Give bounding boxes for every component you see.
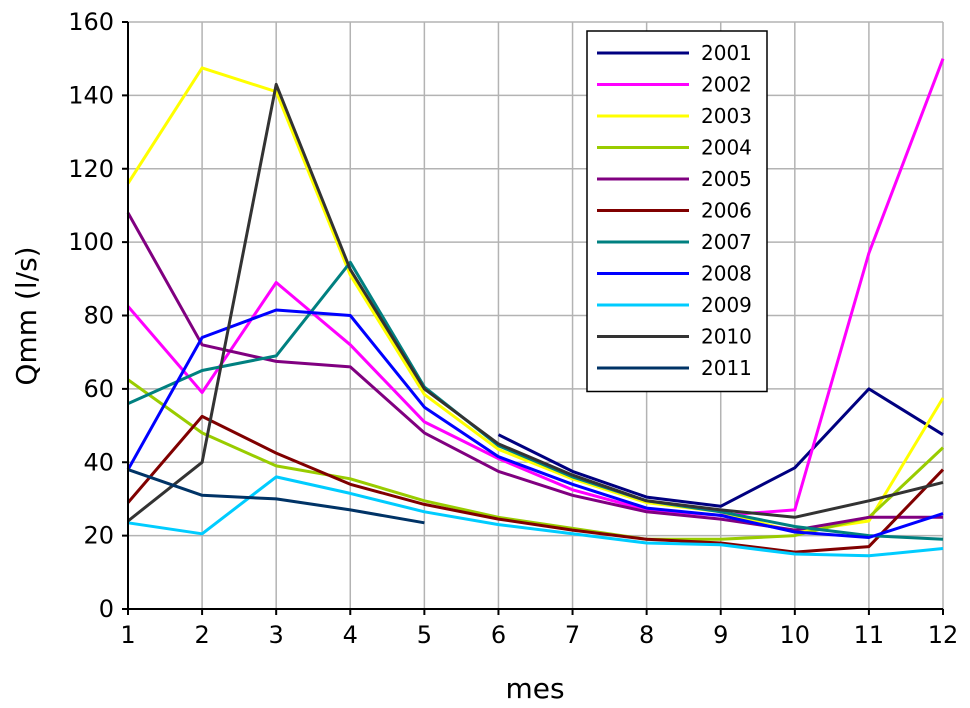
x-tick-label: 5 [417, 621, 432, 649]
x-tick-label: 11 [854, 621, 885, 649]
y-tick-label: 0 [99, 595, 114, 623]
series-line-2011 [127, 468, 425, 525]
x-tick-label: 10 [780, 621, 811, 649]
x-tick-label: 1 [120, 621, 135, 649]
axes [122, 21, 944, 615]
series-line-2008 [126, 308, 944, 539]
legend-label-2005: 2005 [701, 167, 752, 191]
x-tick-label: 6 [491, 621, 506, 649]
legend-label-2002: 2002 [701, 73, 752, 97]
legend-label-2003: 2003 [701, 104, 752, 128]
legend-label-2007: 2007 [701, 230, 752, 254]
y-tick-label: 100 [68, 228, 114, 256]
legend-label-2001: 2001 [701, 41, 752, 65]
series-line-2005 [126, 212, 943, 532]
series-line-2007 [127, 260, 944, 541]
x-tick-label: 7 [565, 621, 580, 649]
legend-label-2004: 2004 [701, 136, 752, 160]
series-line-2003 [126, 66, 945, 534]
x-tick-label: 4 [343, 621, 358, 649]
x-tick-label: 9 [713, 621, 728, 649]
y-tick-label: 80 [83, 302, 114, 330]
legend-label-2009: 2009 [701, 293, 752, 317]
x-axis-label: mes [505, 672, 564, 705]
x-tick-label: 3 [269, 621, 284, 649]
series-line-2009 [127, 475, 944, 558]
series-line-2006 [126, 414, 945, 554]
legend: 2001 2002 2003 2004 2005 2006 2007 2008 2009 2010… [586, 30, 768, 393]
series-lines [126, 58, 945, 558]
legend-label-2008: 2008 [701, 262, 752, 286]
series-line-2001 [497, 387, 944, 508]
y-tick-labels: 0 20 40 60 80 100 120 140 160 [68, 8, 114, 623]
legend-label-2010: 2010 [701, 325, 752, 349]
x-tick-label: 2 [194, 621, 209, 649]
grid [127, 21, 944, 610]
legend-label-2006: 2006 [701, 199, 752, 223]
y-tick-label: 40 [83, 448, 114, 476]
x-tick-label: 8 [639, 621, 654, 649]
y-tick-label: 160 [68, 8, 114, 36]
x-tick-label: 12 [928, 621, 959, 649]
y-tick-label: 60 [83, 375, 114, 403]
y-axis-label: Qmm (l/s) [10, 246, 43, 385]
series-line-2002 [126, 58, 945, 517]
x-tick-labels: 1 2 3 4 5 6 7 8 9 10 11 12 [120, 621, 958, 649]
legend-label-2011: 2011 [701, 356, 752, 380]
y-tick-label: 140 [68, 81, 114, 109]
series-line-2010 [127, 82, 944, 523]
y-tick-label: 120 [68, 155, 114, 183]
y-tick-label: 20 [83, 522, 114, 550]
